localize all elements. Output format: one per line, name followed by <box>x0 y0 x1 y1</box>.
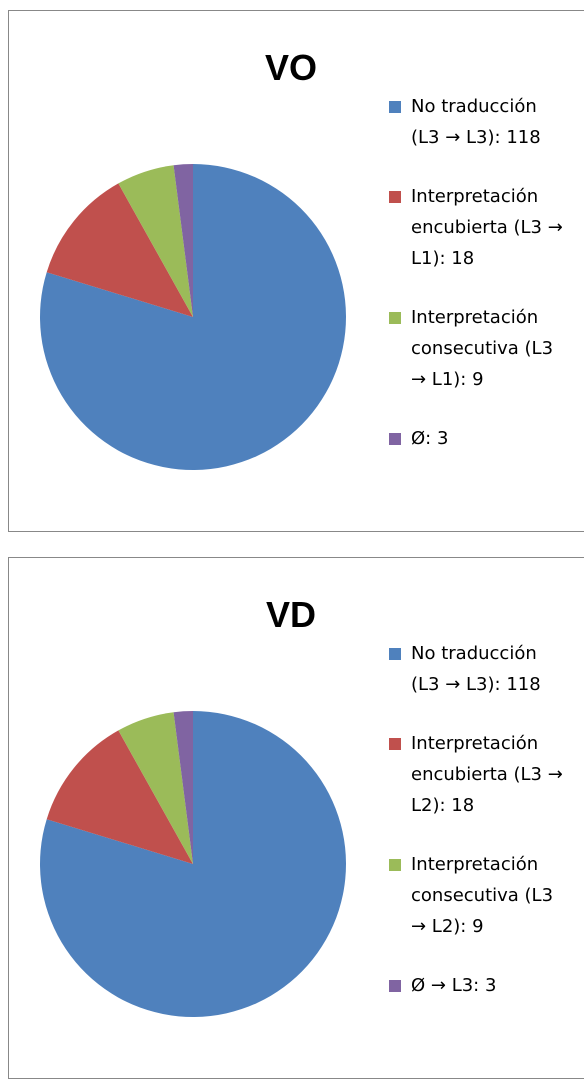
legend-entry: Interpretación consecutiva (L3 → L2): 9 <box>387 849 567 942</box>
legend-swatch <box>389 738 401 750</box>
legend: No traducción (L3 → L3): 118 Interpretaci… <box>387 91 567 482</box>
legend-swatch <box>389 433 401 445</box>
chart-title: VD <box>265 594 316 635</box>
legend-label: Interpretación consecutiva (L3 → L1): 9 <box>411 307 554 390</box>
legend-entry: Ø → L3: 3 <box>387 970 567 1001</box>
legend-label: No traducción (L3 → L3): 118 <box>411 96 541 148</box>
legend-entry: Interpretación encubierta (L3 → L2): 18 <box>387 728 567 821</box>
legend-label: No traducción (L3 → L3): 118 <box>411 643 541 695</box>
legend-swatch <box>389 312 401 324</box>
chart-box: VD No traducción (L3 → L3): 118 Interpreta… <box>8 557 584 1079</box>
pie-slice <box>118 165 193 317</box>
legend-swatch <box>389 980 401 992</box>
legend: No traducción (L3 → L3): 118 Interpretaci… <box>387 638 567 1029</box>
pie <box>40 711 346 1017</box>
legend-label: Ø → L3: 3 <box>411 975 497 996</box>
legend-entry: Interpretación encubierta (L3 → L1): 18 <box>387 181 567 274</box>
pie-slice <box>46 183 194 317</box>
chart-title: VO <box>264 47 317 88</box>
legend-label: Ø: 3 <box>411 428 449 449</box>
chart-box: VO No traducción (L3 → L3): 118 Interpreta… <box>8 10 584 532</box>
pie-slice <box>46 730 194 864</box>
legend-swatch <box>389 648 401 660</box>
legend-entry: No traducción (L3 → L3): 118 <box>387 91 567 153</box>
legend-label: Interpretación encubierta (L3 → L2): 18 <box>411 733 563 816</box>
pie-slice <box>173 164 193 317</box>
pie-slice <box>118 712 193 864</box>
legend-label: Interpretación consecutiva (L3 → L2): 9 <box>411 854 554 937</box>
legend-swatch <box>389 101 401 113</box>
legend-entry: Ø: 3 <box>387 423 567 454</box>
pie <box>40 164 346 470</box>
legend-swatch <box>389 859 401 871</box>
legend-entry: No traducción (L3 → L3): 118 <box>387 638 567 700</box>
legend-swatch <box>389 191 401 203</box>
legend-entry: Interpretación consecutiva (L3 → L1): 9 <box>387 302 567 395</box>
legend-label: Interpretación encubierta (L3 → L1): 18 <box>411 186 563 269</box>
pie-slice <box>173 711 193 864</box>
